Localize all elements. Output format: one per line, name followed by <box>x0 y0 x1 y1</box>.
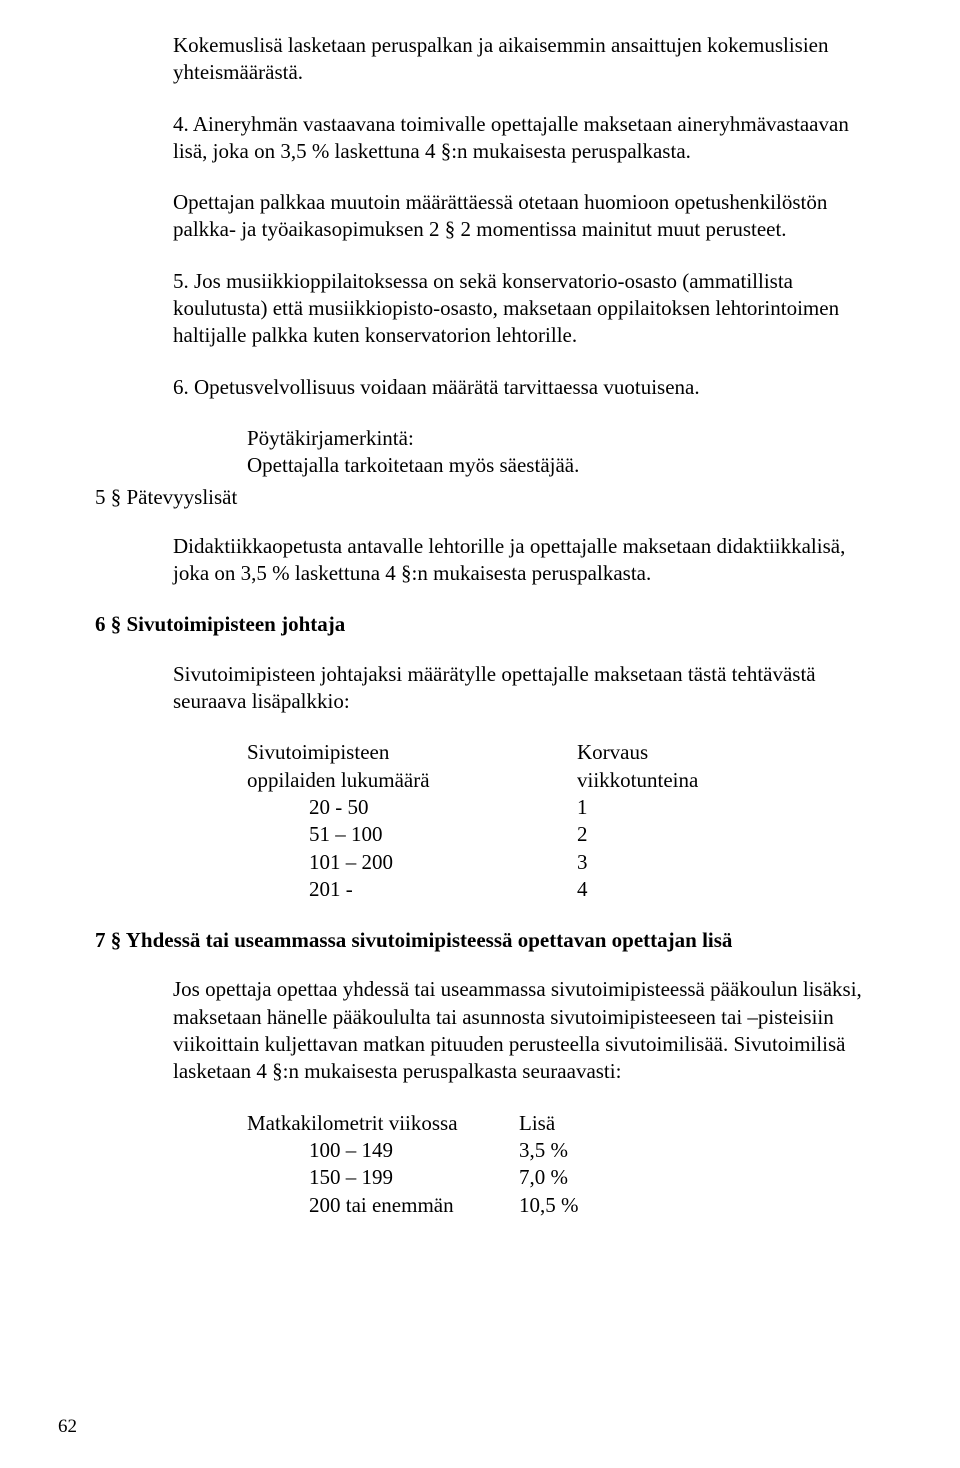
table-cell: 7,0 % <box>519 1164 669 1191</box>
table-cell: 100 – 149 <box>247 1137 519 1164</box>
page-number: 62 <box>58 1415 77 1440</box>
compensation-table: Sivutoimipisteen Korvaus oppilaiden luku… <box>247 739 865 903</box>
note-line: Opettajalla tarkoitetaan myös säestäjää. <box>247 452 865 479</box>
section-heading: 6 § Sivutoimipisteen johtaja <box>95 611 865 638</box>
table-cell: 4 <box>577 876 777 903</box>
table-cell: 3,5 % <box>519 1137 669 1164</box>
paragraph: Opettajan palkkaa muutoin määrättäessä o… <box>173 189 865 244</box>
table-header: Lisä <box>519 1110 669 1137</box>
paragraph: 5. Jos musiikkioppilaitoksessa on sekä k… <box>173 268 865 350</box>
table-header: Matkakilometrit viikossa <box>247 1110 519 1137</box>
note-line: Pöytäkirjamerkintä: <box>247 425 865 452</box>
table-cell: 201 - <box>247 876 577 903</box>
table-cell: 51 – 100 <box>247 821 577 848</box>
table-cell: 20 - 50 <box>247 794 577 821</box>
paragraph: Didaktiikkaopetusta antavalle lehtorille… <box>173 533 865 588</box>
table-cell: 101 – 200 <box>247 849 577 876</box>
table-cell: 10,5 % <box>519 1192 669 1219</box>
paragraph: Kokemuslisä lasketaan peruspalkan ja aik… <box>173 32 865 87</box>
paragraph: Jos opettaja opettaa yhdessä tai useamma… <box>173 976 865 1085</box>
table-header: Sivutoimipisteen <box>247 739 577 766</box>
table-cell: 3 <box>577 849 777 876</box>
table-cell: 150 – 199 <box>247 1164 519 1191</box>
table-header: oppilaiden lukumäärä <box>247 767 577 794</box>
section-heading: 7 § Yhdessä tai useammassa sivutoimipist… <box>95 927 865 954</box>
section-heading: 5 § Pätevyyslisät <box>95 484 865 511</box>
table-header: Korvaus <box>577 739 777 766</box>
table-cell: 1 <box>577 794 777 821</box>
paragraph: 4. Aineryhmän vastaavana toimivalle opet… <box>173 111 865 166</box>
paragraph: Sivutoimipisteen johtajaksi määrätylle o… <box>173 661 865 716</box>
table-header: viikkotunteina <box>577 767 777 794</box>
table-cell: 200 tai enemmän <box>247 1192 519 1219</box>
distance-table: Matkakilometrit viikossa Lisä 100 – 149 … <box>247 1110 865 1219</box>
table-cell: 2 <box>577 821 777 848</box>
paragraph: 6. Opetusvelvollisuus voidaan määrätä ta… <box>173 374 865 401</box>
